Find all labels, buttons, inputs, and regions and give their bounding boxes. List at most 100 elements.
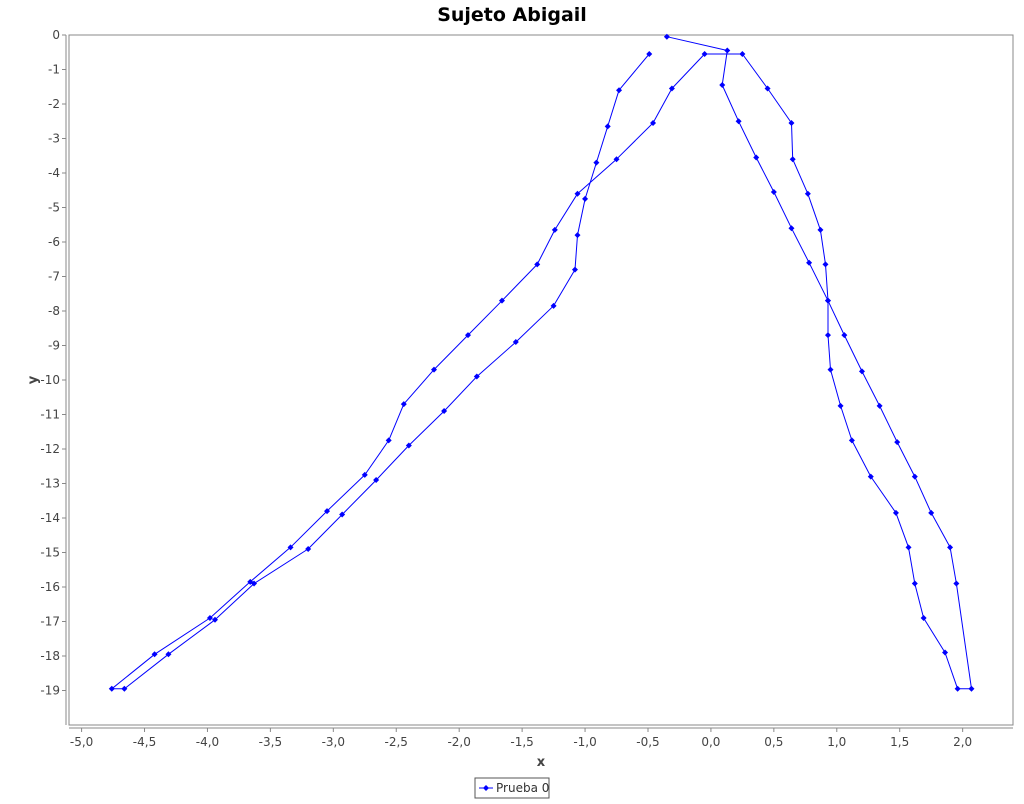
y-tick-label: 0 [52,28,60,42]
data-point [616,87,623,94]
x-tick-label: -0,5 [636,735,659,749]
data-point [947,544,954,551]
y-tick-label: -9 [48,339,60,353]
y-tick-label: -14 [40,511,60,525]
data-point [719,82,726,89]
data-point [582,195,589,202]
data-point [431,366,438,373]
data-point [928,509,935,516]
data-point [121,685,128,692]
data-point [841,332,848,339]
data-point [735,118,742,125]
y-tick-label: -13 [40,477,60,491]
data-point [764,85,771,92]
y-tick-label: -6 [48,235,60,249]
data-point [739,50,746,57]
x-tick-label: 0,5 [764,735,783,749]
data-point [405,442,412,449]
data-point [550,302,557,309]
data-point [911,473,918,480]
data-point [385,437,392,444]
data-point [905,544,912,551]
data-point [247,578,254,585]
x-tick-label: 2,0 [953,735,972,749]
data-point [894,439,901,446]
data-point [108,685,115,692]
data-point [512,339,519,346]
data-point [817,226,824,233]
data-point [339,511,346,518]
data-point [574,232,581,239]
data-point [911,580,918,587]
y-tick-label: -8 [48,304,60,318]
data-point [724,47,731,54]
data-point [574,190,581,197]
x-tick-label: -2,5 [385,735,408,749]
data-point [788,225,795,232]
data-point [551,226,558,233]
data-point [441,408,448,415]
y-tick-label: -12 [40,442,60,456]
data-point [287,544,294,551]
data-point [604,123,611,130]
data-point [968,685,975,692]
data-point [824,297,831,304]
data-point [822,261,829,268]
data-point [837,402,844,409]
data-point [770,188,777,195]
data-point [858,368,865,375]
x-tick-label: -1,0 [573,735,596,749]
data-point [892,509,899,516]
data-point [534,261,541,268]
data-point [212,616,219,623]
x-tick-label: -1,5 [510,735,533,749]
legend-marker-sample [483,785,489,791]
y-tick-label: -18 [40,649,60,663]
y-tick-label: -7 [48,270,60,284]
data-point [650,119,657,126]
data-point [954,685,961,692]
x-tick-label: -3,5 [259,735,282,749]
data-point [613,156,620,163]
chart-title: Sujeto Abigail [437,4,587,26]
data-point [464,332,471,339]
data-point [571,266,578,273]
x-axis-label: x [537,755,546,770]
data-point [953,580,960,587]
data-point [867,473,874,480]
data-point [305,546,312,553]
y-tick-label: -5 [48,201,60,215]
data-point [206,615,213,622]
data-point [788,119,795,126]
data-point [663,33,670,40]
x-tick-label: -2,0 [447,735,470,749]
data-point [942,649,949,656]
data-point [400,401,407,408]
data-point [824,332,831,339]
data-point [876,402,883,409]
data-point [646,50,653,57]
data-point [668,85,675,92]
y-tick-label: -3 [48,132,60,146]
y-tick-label: -15 [40,546,60,560]
data-point [593,159,600,166]
legend-label: Prueba 0 [496,781,549,795]
y-tick-label: -17 [40,615,60,629]
data-point [361,471,368,478]
x-tick-label: 1,5 [890,735,909,749]
data-point [373,477,380,484]
data-point [473,373,480,380]
y-axis-ticks: 0 -1 -2 -3 -4 -5 -6 -7 -8 -9 -10 -11 -12 -13 -14 -15 -16… [40,28,66,698]
y-axis-label: y [26,375,41,384]
data-point [806,259,813,266]
data-point [498,297,505,304]
x-tick-label: -3,0 [322,735,345,749]
x-tick-label: -5,0 [70,735,93,749]
data-point [804,190,811,197]
data-point [753,154,760,161]
data-point [848,437,855,444]
data-point [701,50,708,57]
y-tick-label: -2 [48,97,60,111]
